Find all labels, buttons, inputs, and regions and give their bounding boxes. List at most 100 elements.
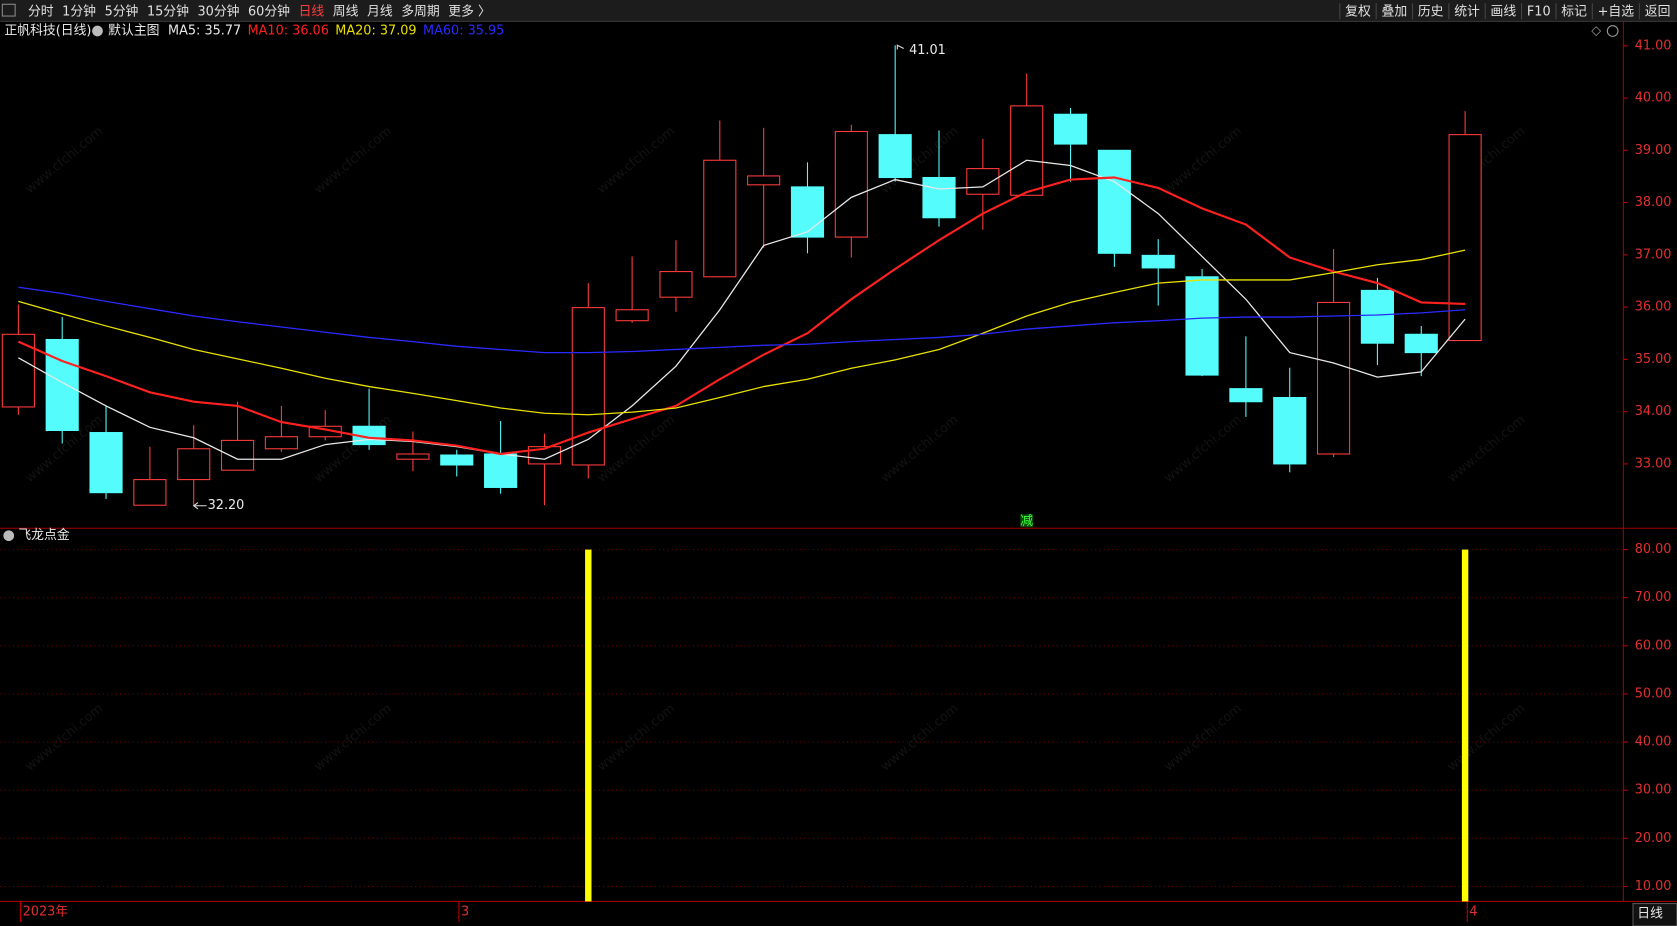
ma-line	[17, 176, 1466, 456]
candle-body	[440, 454, 474, 466]
signal-label: 减	[1020, 514, 1033, 529]
toolbar-tab[interactable]: 分时	[28, 4, 54, 19]
y-tick-label: 36.00	[1635, 300, 1672, 315]
toolbar-tab[interactable]: 60分钟	[248, 3, 290, 19]
candle-body	[747, 175, 781, 186]
candle-body	[527, 446, 562, 465]
toolbar-button[interactable]: 复权	[1345, 3, 1371, 19]
candle-body	[1448, 134, 1482, 342]
toolbar-button[interactable]: 叠加	[1382, 4, 1408, 19]
candle-body	[1053, 113, 1088, 145]
candle-body	[1360, 289, 1394, 344]
toolbar-button[interactable]: 标记	[1561, 4, 1587, 19]
candle-body	[220, 439, 255, 471]
ma-line	[18, 286, 1466, 354]
y-tick-label: 50.00	[1635, 686, 1672, 701]
candle-body	[1185, 276, 1219, 376]
candle-body	[1097, 149, 1131, 254]
y-tick-label: 60.00	[1635, 638, 1672, 653]
candle-body	[1229, 388, 1263, 403]
candle-body	[264, 436, 298, 450]
x-tick-label: 4	[1469, 905, 1477, 920]
close-icon[interactable]	[1606, 25, 1619, 37]
toolbar-button[interactable]: 统计	[1454, 4, 1480, 19]
indicator-icon[interactable]	[3, 530, 15, 542]
x-tick-label: 2023年	[23, 905, 69, 920]
y-tick-label: 41.00	[1635, 38, 1672, 53]
y-tick-label: 35.00	[1635, 352, 1672, 367]
toolbar-button[interactable]: 历史	[1418, 4, 1444, 19]
high-marker	[896, 44, 904, 50]
y-tick-label: 70.00	[1635, 590, 1672, 605]
indicator-title: 飞龙点金	[18, 527, 69, 543]
low-label: 32.20	[208, 498, 245, 513]
candle-body	[45, 338, 79, 431]
stock-label: 正帆科技(日线)	[4, 24, 91, 39]
candle-body	[1273, 397, 1307, 465]
x-tick-label: 3	[461, 905, 469, 920]
y-tick-label: 34.00	[1635, 404, 1672, 419]
toolbar-tab[interactable]: 周线	[333, 4, 359, 19]
high-label: 41.01	[909, 43, 946, 58]
signal-box	[1020, 514, 1034, 528]
candle-body	[1141, 254, 1175, 269]
y-tick-label: 33.00	[1635, 456, 1672, 471]
signal-bar	[585, 549, 592, 902]
candle-body	[484, 453, 518, 488]
toolbar-button[interactable]: +自选	[1598, 4, 1635, 19]
legend-entry: MA10: 36.06	[248, 24, 329, 39]
y-tick-label: 40.00	[1635, 91, 1672, 106]
candle-body	[703, 159, 737, 278]
toolbar-button[interactable]: 返回	[1645, 4, 1671, 19]
template-label[interactable]: 默认主图	[108, 23, 159, 39]
template-icon[interactable]	[92, 25, 103, 37]
candle-body	[1010, 105, 1044, 196]
candle-body	[571, 307, 605, 466]
y-tick-label: 37.00	[1635, 247, 1672, 262]
toolbar-tab[interactable]: 30分钟	[197, 3, 239, 19]
toolbar-tab[interactable]: 5分钟	[105, 3, 139, 19]
diamond-icon[interactable]: ◇	[1591, 24, 1601, 39]
ma-line	[18, 159, 1466, 460]
y-tick-label: 80.00	[1635, 542, 1672, 557]
y-tick-label: 10.00	[1635, 879, 1672, 894]
ma-line	[18, 249, 1466, 416]
candle-body	[1404, 333, 1438, 354]
candle-body	[89, 432, 123, 494]
toolbar-tab[interactable]: 15分钟	[147, 3, 189, 19]
candle-body	[1, 333, 35, 408]
signal-bar	[1461, 549, 1469, 902]
y-tick-label: 38.00	[1635, 195, 1672, 210]
toolbar-icon[interactable]	[1, 3, 16, 17]
candle-body	[615, 309, 649, 322]
toolbar-tab[interactable]: 月线	[367, 4, 393, 19]
y-tick-label: 20.00	[1635, 831, 1672, 846]
toolbar-button[interactable]: 画线	[1491, 4, 1517, 19]
toolbar-tab[interactable]: 多周期	[401, 4, 439, 19]
y-tick-label: 40.00	[1635, 735, 1672, 750]
candle-body	[966, 168, 1000, 195]
toolbar-tab[interactable]: 1分钟	[62, 3, 96, 19]
toolbar-button[interactable]: F10	[1527, 4, 1551, 19]
legend-entry: MA20: 37.09	[335, 24, 416, 39]
legend-entry: MA60: 35.95	[423, 24, 504, 39]
toolbar-tab[interactable]: 更多 〉	[448, 4, 491, 19]
candle-body	[790, 186, 825, 238]
toolbar-tab[interactable]: 日线	[299, 4, 325, 19]
candle-body	[396, 453, 430, 460]
y-tick-label: 30.00	[1635, 783, 1672, 798]
toolbar	[0, 0, 1677, 22]
candle-body	[922, 176, 956, 219]
candle-body	[878, 134, 912, 179]
low-marker	[192, 502, 207, 510]
candle-body	[133, 479, 167, 506]
candle-body	[834, 130, 868, 238]
period-tab-label[interactable]: 日线	[1637, 907, 1663, 922]
y-tick-label: 39.00	[1635, 143, 1672, 158]
legend-entry: MA5: 35.77	[168, 24, 241, 39]
candle-body	[177, 448, 211, 481]
candle-body	[1317, 301, 1351, 455]
candle-body	[659, 271, 693, 298]
